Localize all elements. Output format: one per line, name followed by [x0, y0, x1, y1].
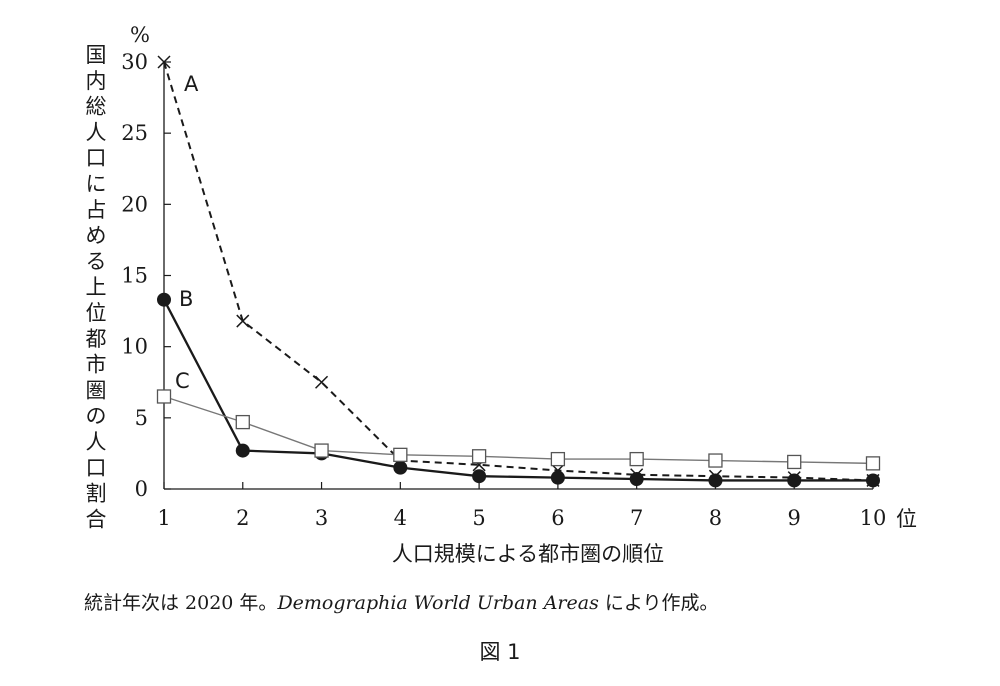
x-tick-label: 5 — [472, 506, 485, 530]
data-point-circle — [550, 470, 565, 485]
y-tick-label: 25 — [121, 121, 148, 145]
data-point-square — [235, 414, 250, 430]
data-point-cross — [315, 375, 329, 389]
y-tick-label: 15 — [121, 264, 148, 288]
data-point-circle — [787, 473, 802, 488]
x-tick-label: 6 — [551, 506, 564, 530]
data-point-circle — [393, 460, 408, 475]
x-axis-label: 人口規模による都市圏の順位 — [392, 542, 664, 566]
data-point-circle — [708, 473, 723, 488]
data-point-cross — [236, 314, 250, 328]
x-tick-label: 7 — [630, 506, 643, 530]
series-label-A: A — [184, 72, 199, 96]
x-tick-label: 4 — [394, 506, 407, 530]
data-point-circle — [866, 473, 880, 488]
source-note: 統計年次は 2020 年。Demographia World Urban Are… — [84, 588, 719, 615]
series-C: C — [156, 369, 881, 471]
data-point-square — [471, 449, 487, 464]
data-point-cross — [157, 55, 171, 69]
series-label-C: C — [175, 369, 190, 393]
data-point-square — [550, 451, 566, 467]
x-tick-label: 1 — [157, 506, 170, 530]
y-axis-label: 国内総人口に占める上位都市圏の人口割合 — [86, 43, 107, 531]
x-tick-label: 3 — [315, 506, 328, 530]
series-A: A — [157, 55, 880, 487]
data-point-square — [393, 447, 408, 462]
series-B: B — [157, 287, 880, 488]
y-tick-label: 10 — [121, 335, 148, 359]
data-point-circle — [157, 292, 171, 307]
data-point-square — [865, 456, 881, 471]
y-axis-ticks: 0 5 10 15 20 25 30 — [121, 50, 171, 501]
source-note-title: Demographia World Urban Areas — [277, 592, 599, 614]
series-line-A — [163, 61, 874, 482]
x-axis-unit: 位 — [896, 507, 917, 531]
data-point-square — [787, 454, 802, 470]
data-point-square — [708, 453, 723, 468]
figure-caption: 図 1 — [479, 640, 521, 664]
y-axis-unit: % — [130, 23, 150, 47]
y-tick-label: 20 — [121, 192, 148, 216]
data-point-circle — [629, 472, 644, 487]
series-line-C — [163, 395, 874, 465]
data-point-square — [314, 443, 329, 458]
x-tick-label: 8 — [709, 506, 722, 530]
y-tick-label: 0 — [135, 477, 148, 501]
x-tick-label: 9 — [788, 506, 801, 530]
axes — [163, 62, 873, 490]
data-point-square — [156, 389, 172, 404]
y-tick-label: 5 — [135, 406, 148, 430]
data-point-circle — [235, 443, 250, 458]
source-note-prefix: 統計年次は 2020 年。 — [84, 592, 278, 614]
series-line-B — [162, 299, 873, 482]
source-note-suffix: により作成。 — [598, 592, 719, 614]
y-tick-label: 30 — [121, 50, 148, 74]
data-point-square — [629, 451, 644, 467]
x-tick-label: 10 — [860, 506, 887, 530]
x-tick-label: 2 — [236, 506, 249, 530]
series-layer: A B C — [156, 55, 881, 488]
data-point-circle — [472, 469, 487, 484]
series-label-B: B — [179, 287, 193, 311]
